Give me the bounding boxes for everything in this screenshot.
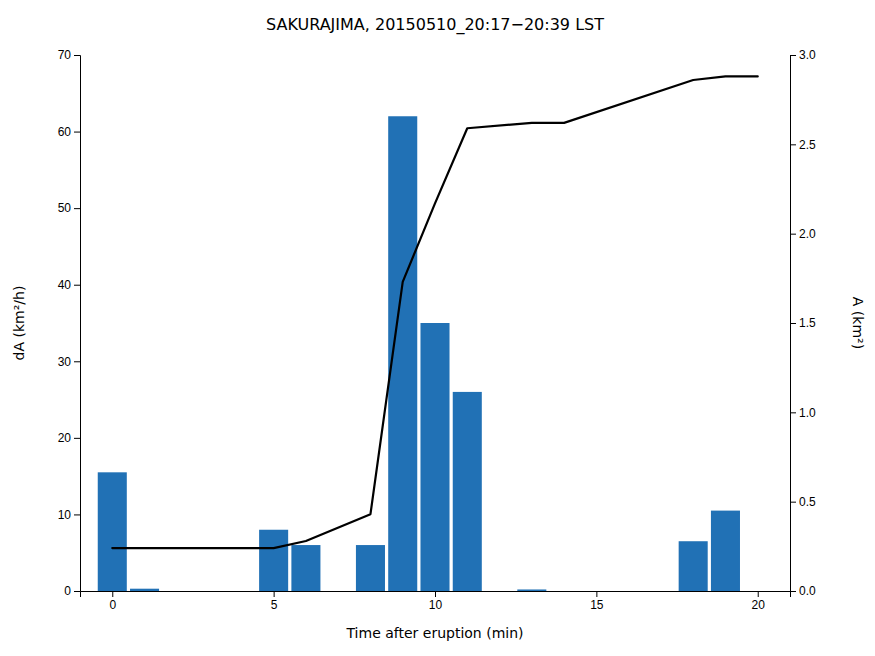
tick: 2.5 xyxy=(790,138,816,152)
tick-mark xyxy=(74,132,80,133)
tick: 10 xyxy=(429,591,443,612)
tick: 5 xyxy=(271,591,278,612)
tick-label: 0.5 xyxy=(799,495,816,509)
tick: 40 xyxy=(58,278,80,292)
tick-label: 2.5 xyxy=(799,138,816,152)
bars xyxy=(98,116,740,591)
tick-label: 30 xyxy=(58,355,72,369)
tick-mark xyxy=(790,144,796,145)
tick-mark xyxy=(596,591,597,597)
tick-label: 10 xyxy=(429,598,443,612)
tick: 20 xyxy=(58,431,80,445)
tick: 70 xyxy=(58,48,80,62)
tick-label: 1.0 xyxy=(799,406,816,420)
tick-mark xyxy=(74,361,80,362)
tick-mark xyxy=(790,323,796,324)
tick-label: 20 xyxy=(58,431,72,445)
tick-label: 5 xyxy=(271,598,278,612)
tick: 2.0 xyxy=(790,227,816,241)
tick-mark xyxy=(790,55,796,56)
tick: 60 xyxy=(58,125,80,139)
marks xyxy=(98,76,758,591)
line xyxy=(112,76,757,548)
bar xyxy=(453,392,482,591)
x-axis-title: Time after eruption (min) xyxy=(345,625,523,641)
bar xyxy=(98,472,127,591)
tick-mark xyxy=(112,591,113,597)
tick-label: 0 xyxy=(109,598,116,612)
bar xyxy=(711,511,740,591)
tick-mark xyxy=(435,591,436,597)
tick-label: 0 xyxy=(64,584,71,598)
tick: 3.0 xyxy=(790,48,816,62)
tick-label: 70 xyxy=(58,48,72,62)
tick: 0 xyxy=(109,591,116,612)
tick: 0 xyxy=(64,584,80,598)
y2-axis-title: A (km²) xyxy=(850,297,866,349)
tick-label: 0.0 xyxy=(799,584,816,598)
tick: 10 xyxy=(58,508,80,522)
tick: 20 xyxy=(752,591,766,612)
y2-axis: 0.0 0.5 1.0 1.5 2.0 2.5 3.0 xyxy=(790,48,816,598)
y-axis-line xyxy=(74,56,81,592)
tick: 15 xyxy=(590,591,604,612)
tick: 0.5 xyxy=(790,495,816,509)
tick-label: 50 xyxy=(58,201,72,215)
tick-mark xyxy=(790,412,796,413)
tick: 1.0 xyxy=(790,406,816,420)
bar xyxy=(356,545,385,591)
tick-label: 40 xyxy=(58,278,72,292)
chart: 0 5 10 15 20 0 10 20 30 40 50 60 70 0.0 0.5 1.0 1.5 2.0 2.… xyxy=(0,0,875,656)
bar xyxy=(679,541,708,591)
tick-mark xyxy=(790,502,796,503)
tick-mark xyxy=(74,438,80,439)
bar xyxy=(259,530,288,591)
tick-mark xyxy=(74,514,80,515)
bar xyxy=(420,323,449,591)
tick-label: 2.0 xyxy=(799,227,816,241)
x-axis-line xyxy=(81,592,791,598)
bar xyxy=(517,589,546,591)
tick-label: 1.5 xyxy=(799,316,816,330)
tick-label: 10 xyxy=(58,508,72,522)
tick: 0.0 xyxy=(790,584,816,598)
tick-mark xyxy=(274,591,275,597)
tick-label: 20 xyxy=(752,598,766,612)
y-axis: 0 10 20 30 40 50 60 70 xyxy=(58,48,81,598)
tick-mark xyxy=(790,591,796,592)
tick-label: 60 xyxy=(58,125,72,139)
x-axis: 0 5 10 15 20 xyxy=(81,591,791,612)
tick-mark xyxy=(790,234,796,235)
y-axis-title: dA (km²/h) xyxy=(11,286,27,361)
tick-mark xyxy=(74,285,80,286)
tick-label: 15 xyxy=(590,598,604,612)
y2-axis-line xyxy=(791,56,797,592)
tick: 50 xyxy=(58,201,80,215)
tick-mark xyxy=(74,208,80,209)
bar xyxy=(291,545,320,591)
bar xyxy=(130,589,159,591)
tick-mark xyxy=(758,591,759,597)
title: SAKURAJIMA, 20150510_20:17−20:39 LST xyxy=(266,15,604,35)
tick: 1.5 xyxy=(790,316,816,330)
tick-label: 3.0 xyxy=(799,48,816,62)
tick-mark xyxy=(74,55,80,56)
tick: 30 xyxy=(58,355,80,369)
plot-area: 0 5 10 15 20 0 10 20 30 40 50 60 70 0.0 0.5 1.0 1.5 2.0 2.… xyxy=(58,48,816,611)
tick-mark xyxy=(74,591,80,592)
